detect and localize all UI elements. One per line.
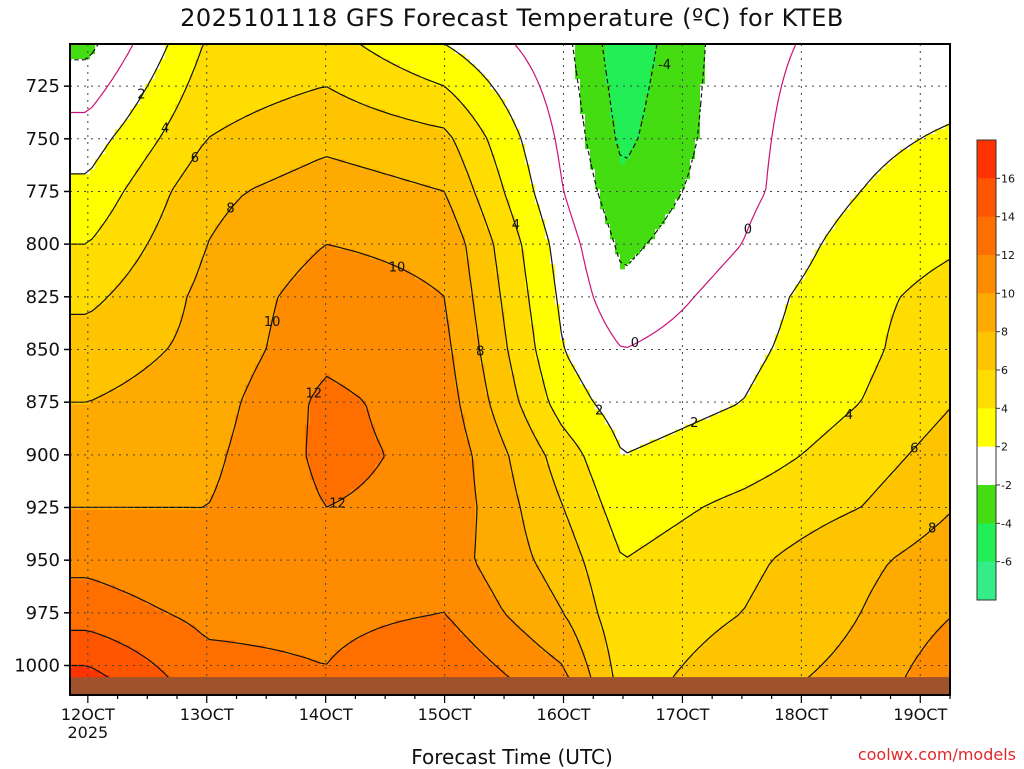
colorbar-swatch <box>977 370 996 409</box>
colorbar-tick-label: 14 <box>1001 211 1015 224</box>
colorbar-swatch <box>977 562 996 601</box>
colorbar-swatch <box>977 485 996 524</box>
colorbar-swatch <box>977 447 996 486</box>
colorbar-tick-label: 10 <box>1001 287 1015 300</box>
colorbar-tick-label: -2 <box>1001 479 1012 492</box>
credit-text: coolwx.com/models <box>858 745 1016 764</box>
colorbar-tick-label: 4 <box>1001 402 1008 415</box>
colorbar-swatch <box>977 332 996 371</box>
colorbar-swatch <box>977 523 996 562</box>
colorbar-swatch <box>977 293 996 332</box>
colorbar-tick-label: 6 <box>1001 364 1008 377</box>
colorbar-tick-label: -6 <box>1001 556 1012 569</box>
colorbar-tick-label: 16 <box>1001 172 1015 185</box>
colorbar-swatch <box>977 140 996 179</box>
colorbar-swatch <box>977 217 996 256</box>
colorbar-tick-label: -4 <box>1001 517 1012 530</box>
colorbar-tick-label: 2 <box>1001 441 1008 454</box>
colorbar-tick-label: 12 <box>1001 249 1015 262</box>
colorbar-swatch <box>977 255 996 294</box>
colorbar-swatch <box>977 178 996 217</box>
colorbar-swatch <box>977 408 996 447</box>
colorbar-tick-label: 8 <box>1001 326 1008 339</box>
